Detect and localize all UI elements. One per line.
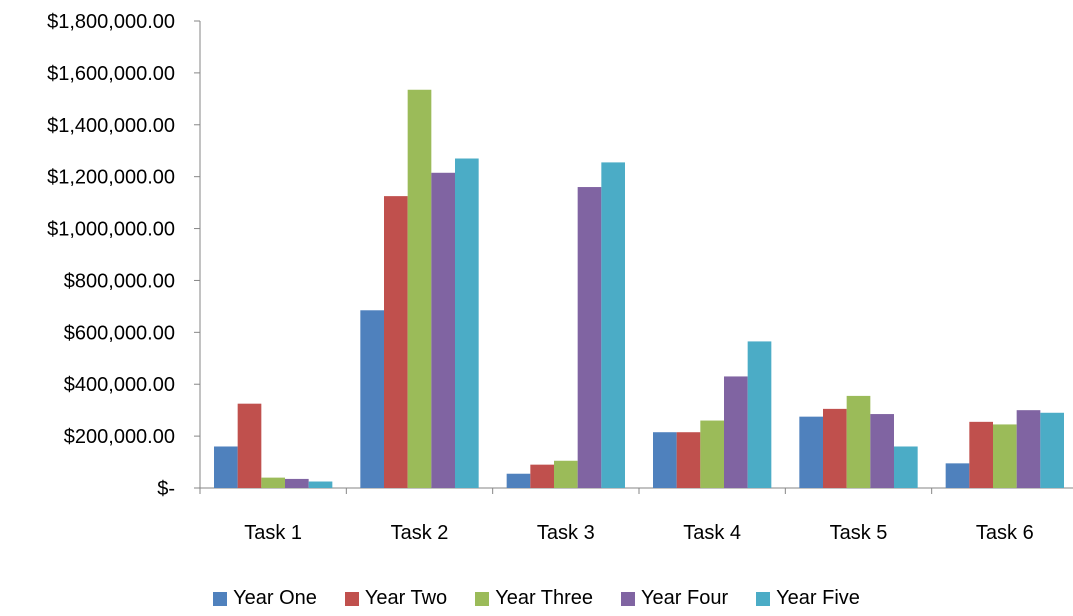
bar-year-four-task-2 (431, 172, 455, 488)
bar-year-one-task-4 (653, 432, 677, 488)
legend-item: Year Two (344, 587, 448, 610)
bar-year-four-task-4 (724, 376, 748, 488)
bar-year-four-task-6 (1016, 410, 1041, 488)
bar-year-one-task-3 (506, 473, 531, 488)
bar-year-two-task-6 (969, 421, 993, 488)
bar-chart: $- $200,000.00 $400,000.00 $600,000.00 $800,… (47, 11, 1073, 544)
legend-label: Year Five (776, 587, 860, 609)
legend-swatch (344, 591, 359, 606)
bar-year-four-task-3 (577, 187, 602, 489)
legend-swatch (621, 591, 636, 606)
bar-year-three-task-3 (554, 460, 578, 488)
legend-item: Year Five (756, 587, 860, 610)
bar-year-four-task-5 (870, 414, 894, 488)
y-tick-label: $1,200,000.00 (47, 167, 175, 189)
legend-item: Year Four (621, 587, 728, 610)
y-tick-label: $400,000.00 (64, 374, 175, 396)
bar-year-four-task-1 (285, 478, 309, 488)
bar-year-three-task-5 (846, 395, 871, 488)
bar-year-three-task-1 (261, 477, 285, 488)
legend: Year One Year Two Year Three Year Four Year … (0, 587, 1073, 610)
bar-year-five-task-3 (601, 162, 625, 488)
x-category-label: Task 6 (976, 522, 1034, 544)
bar-year-five-task-1 (308, 481, 333, 488)
y-tick-label: $1,000,000.00 (47, 219, 175, 241)
y-tick-label: $1,800,000.00 (47, 11, 175, 33)
legend-item: Year Three (475, 587, 593, 610)
y-tick-label: $- (157, 478, 175, 500)
x-category-label: Task 2 (391, 522, 449, 544)
bar-year-five-task-2 (455, 158, 479, 488)
legend-label: Year Four (641, 587, 729, 609)
bar-year-one-task-5 (799, 416, 823, 488)
bar-year-one-task-2 (360, 310, 384, 488)
bar-year-one-task-1 (214, 446, 238, 488)
bar-year-three-task-6 (993, 424, 1017, 488)
x-category-label: Task 4 (683, 522, 741, 544)
y-tick-label: $1,600,000.00 (47, 63, 175, 85)
y-tick-label: $600,000.00 (64, 322, 175, 344)
x-category-label: Task 1 (244, 522, 302, 544)
legend-swatch (756, 591, 771, 606)
bar-year-one-task-6 (945, 463, 970, 488)
bar-year-five-task-5 (894, 446, 918, 488)
bar-year-two-task-5 (823, 408, 847, 488)
bar-year-five-task-4 (747, 341, 772, 488)
x-category-label: Task 3 (537, 522, 595, 544)
bar-year-two-task-4 (676, 432, 701, 488)
bar-year-two-task-2 (384, 196, 408, 488)
bar-year-five-task-6 (1040, 412, 1064, 488)
bar-year-three-task-4 (700, 420, 724, 488)
legend-label: Year Two (364, 587, 448, 609)
y-tick-label: $800,000.00 (64, 270, 175, 292)
legend-label: Year Three (495, 587, 594, 609)
y-tick-label: $200,000.00 (64, 426, 175, 448)
y-tick-label: $1,400,000.00 (47, 115, 175, 137)
x-category-label: Task 5 (830, 522, 888, 544)
legend-swatch (475, 591, 490, 606)
bar-year-three-task-2 (407, 89, 432, 488)
legend-swatch (213, 591, 228, 606)
legend-label: Year One (233, 587, 317, 609)
legend-item: Year One (213, 587, 317, 610)
bar-year-two-task-3 (530, 464, 554, 488)
bar-year-two-task-1 (237, 403, 262, 488)
